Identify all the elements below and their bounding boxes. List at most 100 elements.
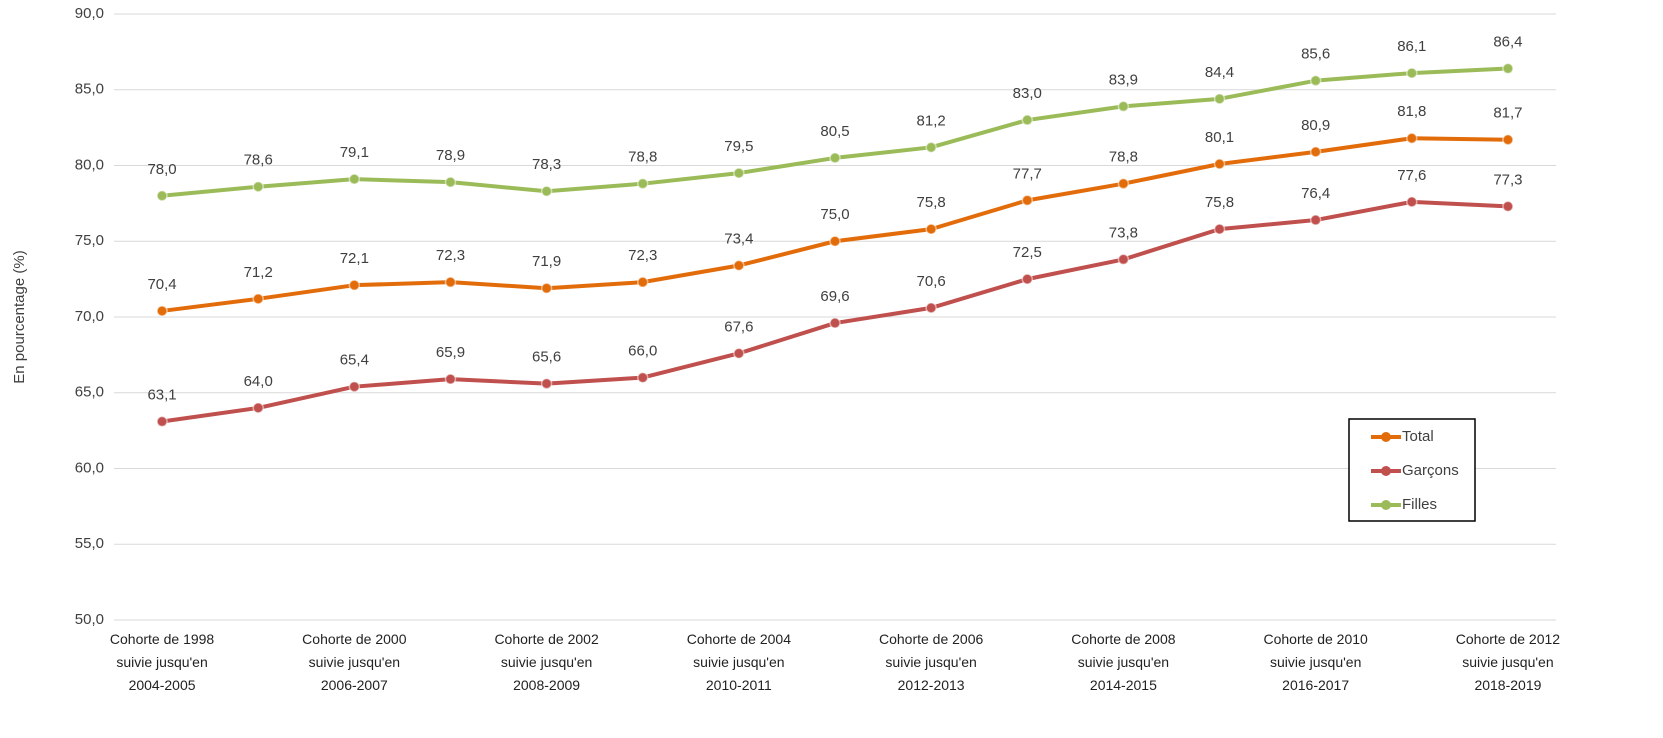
marker bbox=[829, 152, 841, 164]
marker bbox=[252, 293, 264, 305]
data-label: 75,8 bbox=[917, 194, 946, 211]
marker bbox=[1213, 223, 1226, 235]
data-label: 86,4 bbox=[1493, 34, 1522, 51]
data-label: 84,4 bbox=[1205, 64, 1234, 81]
marker bbox=[829, 235, 841, 247]
marker bbox=[829, 317, 841, 329]
data-label: 71,2 bbox=[244, 264, 273, 281]
x-tick-label: Cohorte de 2012 suivie jusqu'en 2018-201… bbox=[1455, 631, 1561, 693]
marker bbox=[1502, 200, 1514, 213]
marker bbox=[348, 173, 361, 185]
data-label: 65,9 bbox=[436, 344, 465, 361]
data-label: 78,6 bbox=[244, 152, 273, 169]
series-line bbox=[161, 199, 1509, 424]
marker bbox=[156, 305, 168, 317]
marker bbox=[1406, 67, 1418, 79]
marker bbox=[1117, 177, 1130, 190]
marker bbox=[1021, 273, 1034, 285]
data-label: 78,0 bbox=[147, 161, 176, 178]
legend-marker bbox=[1381, 500, 1391, 510]
x-tick-label: Cohorte de 2004 suivie jusqu'en 2010-201… bbox=[686, 631, 792, 693]
data-label: 81,7 bbox=[1493, 105, 1522, 122]
marker bbox=[733, 347, 745, 360]
marker bbox=[1117, 100, 1130, 113]
marker bbox=[1213, 93, 1226, 105]
data-label: 79,1 bbox=[340, 144, 369, 161]
marker bbox=[636, 276, 649, 288]
data-label: 77,7 bbox=[1013, 165, 1042, 182]
data-label: 78,3 bbox=[532, 156, 561, 173]
marker bbox=[1117, 253, 1130, 266]
marker bbox=[1213, 158, 1226, 170]
data-label: 65,4 bbox=[340, 352, 369, 369]
data-label: 66,0 bbox=[628, 343, 657, 360]
series-line bbox=[161, 136, 1508, 313]
y-tick-label: 60,0 bbox=[75, 459, 104, 476]
data-label: 75,8 bbox=[1205, 194, 1234, 211]
y-tick-label: 50,0 bbox=[75, 611, 104, 628]
data-label: 78,9 bbox=[436, 147, 465, 164]
x-tick-label: Cohorte de 2008 suivie jusqu'en 2014-201… bbox=[1071, 631, 1176, 693]
marker bbox=[540, 185, 553, 198]
x-tick-label: Cohorte de 2010 suivie jusqu'en 2016-201… bbox=[1263, 631, 1368, 693]
marker bbox=[636, 177, 649, 190]
data-label: 72,1 bbox=[340, 250, 369, 267]
data-label: 79,5 bbox=[724, 138, 753, 155]
data-label: 67,6 bbox=[724, 318, 753, 335]
data-label: 70,6 bbox=[917, 273, 946, 290]
marker bbox=[540, 282, 553, 294]
marker bbox=[1406, 132, 1418, 144]
data-label: 71,9 bbox=[532, 253, 561, 270]
y-tick-label: 80,0 bbox=[75, 156, 104, 173]
y-tick-label: 85,0 bbox=[75, 81, 104, 98]
marker bbox=[733, 167, 745, 179]
x-tick-label: Cohorte de 2006 suivie jusqu'en 2012-201… bbox=[878, 631, 984, 693]
marker bbox=[636, 371, 649, 384]
marker bbox=[444, 176, 457, 188]
y-tick-label: 65,0 bbox=[75, 384, 104, 401]
data-label: 72,3 bbox=[628, 247, 657, 264]
marker bbox=[156, 190, 168, 202]
y-tick-label: 75,0 bbox=[75, 232, 104, 249]
data-label: 85,6 bbox=[1301, 46, 1330, 63]
marker bbox=[252, 180, 264, 193]
legend-label: Total bbox=[1402, 428, 1434, 445]
data-label: 83,9 bbox=[1109, 71, 1138, 88]
x-tick-label: Cohorte de 1998 suivie jusqu'en 2004-200… bbox=[109, 631, 215, 693]
data-label: 75,0 bbox=[820, 206, 849, 223]
marker bbox=[348, 279, 361, 291]
x-tick-label: Cohorte de 2000 suivie jusqu'en 2006-200… bbox=[302, 631, 407, 693]
data-label: 81,8 bbox=[1397, 103, 1426, 120]
data-label: 77,3 bbox=[1493, 171, 1522, 188]
data-label: 72,3 bbox=[436, 247, 465, 264]
marker bbox=[925, 141, 937, 154]
data-label: 80,1 bbox=[1205, 129, 1234, 146]
data-label: 63,1 bbox=[147, 387, 176, 404]
marker bbox=[925, 223, 937, 235]
marker bbox=[733, 259, 745, 272]
y-axis-title: En pourcentage (%) bbox=[11, 250, 28, 383]
y-tick-label: 70,0 bbox=[75, 308, 104, 325]
marker bbox=[1309, 146, 1322, 158]
data-label: 86,1 bbox=[1397, 38, 1426, 55]
data-label: 69,6 bbox=[820, 288, 849, 305]
marker bbox=[252, 402, 264, 414]
marker bbox=[540, 377, 553, 390]
data-label: 70,4 bbox=[147, 276, 176, 293]
legend-label: Garçons bbox=[1402, 462, 1459, 479]
data-label: 80,9 bbox=[1301, 117, 1330, 134]
marker bbox=[156, 415, 168, 428]
legend-marker bbox=[1381, 466, 1391, 476]
marker bbox=[1502, 62, 1514, 75]
legend-marker bbox=[1381, 432, 1391, 442]
marker bbox=[444, 373, 457, 385]
data-label: 77,6 bbox=[1397, 167, 1426, 184]
marker bbox=[1021, 114, 1034, 126]
data-label: 80,5 bbox=[820, 123, 849, 140]
marker bbox=[348, 380, 361, 393]
y-tick-label: 55,0 bbox=[75, 535, 104, 552]
data-label: 72,5 bbox=[1013, 244, 1042, 261]
marker bbox=[1406, 196, 1418, 208]
data-label: 73,8 bbox=[1109, 224, 1138, 241]
